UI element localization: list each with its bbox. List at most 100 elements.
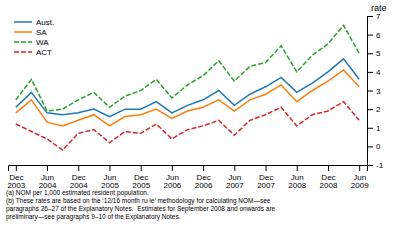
x-tick-mark [328,165,329,171]
chart: Dec2003 Jun2004 Dec2004 Jun2005 Dec2005 Jun20… [0,0,397,227]
x-tick: Dec2005 [132,165,150,190]
x-axis-line [9,166,368,172]
y-tick: 2 [367,105,381,114]
x-tick: Dec2008 [320,165,338,190]
legend-item: WA [14,38,49,47]
x-tick-label: Dec2006 [195,173,213,190]
y-axis-label: rate [371,3,387,13]
y-tick: 6 [367,31,381,40]
x-tick: Dec2006 [195,165,213,190]
legend-item: SA [14,28,47,37]
y-tick-label: 1 [376,124,381,133]
legend-swatch [14,21,32,23]
y-tick-mark [367,128,373,129]
footnote-line: (b) These rates are based on the ‘12/16 … [6,197,271,205]
x-tick-label-line: 2008 [320,181,338,190]
x-tick-label-line: 2006 [195,181,213,190]
x-tick-label: Dec2004 [70,173,88,190]
x-tick-mark [109,165,110,171]
y-axis-line [368,17,374,166]
x-tick-label: Jun2008 [288,173,306,190]
series-line [16,102,359,150]
y-tick-label: 2 [376,105,381,114]
y-tick: 4 [367,68,381,77]
x-tick-label: Jun2009 [351,173,369,190]
x-tick: Jun2009 [351,165,369,190]
x-tick-label: Jun2007 [226,173,244,190]
x-tick: Dec2004 [70,165,88,190]
legend-label: SA [36,28,47,37]
y-tick: 3 [367,87,381,96]
y-tick-label: 3 [376,87,381,96]
y-tick-mark [367,35,373,36]
x-tick-mark [203,165,204,171]
x-tick-mark [266,165,267,171]
x-tick-label: Dec2008 [320,173,338,190]
legend-label: Aust. [36,18,54,27]
y-tick-mark [367,146,373,147]
x-tick-label: Jun2005 [101,173,119,190]
legend-label: WA [36,38,49,47]
x-tick-mark [16,165,17,171]
footnote: (b) These rates are based on the ‘12/16 … [6,197,276,221]
x-tick-label-line: 2008 [288,181,306,190]
plot: Dec2003 Jun2004 Dec2004 Jun2005 Dec2005 Jun20… [7,3,386,190]
x-tick-label-line: 2007 [257,181,275,190]
x-tick-mark [297,165,298,171]
y-tick-mark [367,53,373,54]
x-tick-mark [172,165,173,171]
x-tick-mark [47,165,48,171]
legend-swatch [14,51,32,53]
y-tick-label: 5 [376,49,381,58]
x-tick-label: Dec2007 [257,173,275,190]
series-line [16,25,359,111]
x-tick: Jun2006 [163,165,181,190]
y-tick-label: -1 [376,161,384,170]
x-tick: Jun2005 [101,165,119,190]
x-tick: Jun2004 [39,165,57,190]
y-tick: 5 [367,49,381,58]
x-tick: Dec2007 [257,165,275,190]
footnote-line: preliminary—see paragraphs 9–10 of the E… [6,213,181,221]
legend-swatch [14,41,32,43]
y-tick: 7 [367,12,381,21]
lines [16,25,359,150]
y-tick-mark [367,16,373,17]
legend-item: ACT [14,48,52,57]
x-tick-label-line: 2007 [226,181,244,190]
x-tick-label: Jun2006 [163,173,181,190]
y-tick-mark [367,109,373,110]
y-axis: -1 0 1 2 3 4 5 6 7 [367,12,384,170]
legend: Aust.SAWAACT [14,18,54,57]
x-tick: Jun2007 [226,165,244,190]
footnote-line: paragraphs 26–27 of the Explanatory Note… [6,205,276,213]
y-tick-label: 4 [376,68,381,77]
x-tick-mark [359,165,360,171]
y-tick-label: 6 [376,31,381,40]
series-line [16,59,359,117]
y-tick: -1 [367,161,384,170]
legend-swatch [14,31,32,33]
y-tick-label: 7 [376,12,381,21]
x-tick-mark [141,165,142,171]
footnote: (a) NOM per 1,000 estimated resident pop… [6,189,149,197]
x-tick-mark [234,165,235,171]
x-tick-label-line: 2006 [163,181,181,190]
footnotes: (a) NOM per 1,000 estimated resident pop… [6,189,276,221]
legend-label: ACT [36,48,52,57]
x-tick-mark [78,165,79,171]
footnote-line: (a) NOM per 1,000 estimated resident pop… [6,189,149,197]
x-tick-label: Jun2004 [39,173,57,190]
x-tick-label: Dec2003 [7,173,25,190]
y-tick-mark [367,91,373,92]
x-axis: Dec2003 Jun2004 Dec2004 Jun2005 Dec2005 Jun20… [7,165,369,190]
legend-item: Aust. [14,18,54,27]
x-tick-label: Dec2005 [132,173,150,190]
y-tick-mark [367,165,373,166]
y-tick: 1 [367,124,381,133]
y-tick-mark [367,72,373,73]
y-tick-label: 0 [376,142,381,151]
x-tick: Dec2003 [7,165,25,190]
x-tick: Jun2008 [288,165,306,190]
y-tick: 0 [367,142,381,151]
